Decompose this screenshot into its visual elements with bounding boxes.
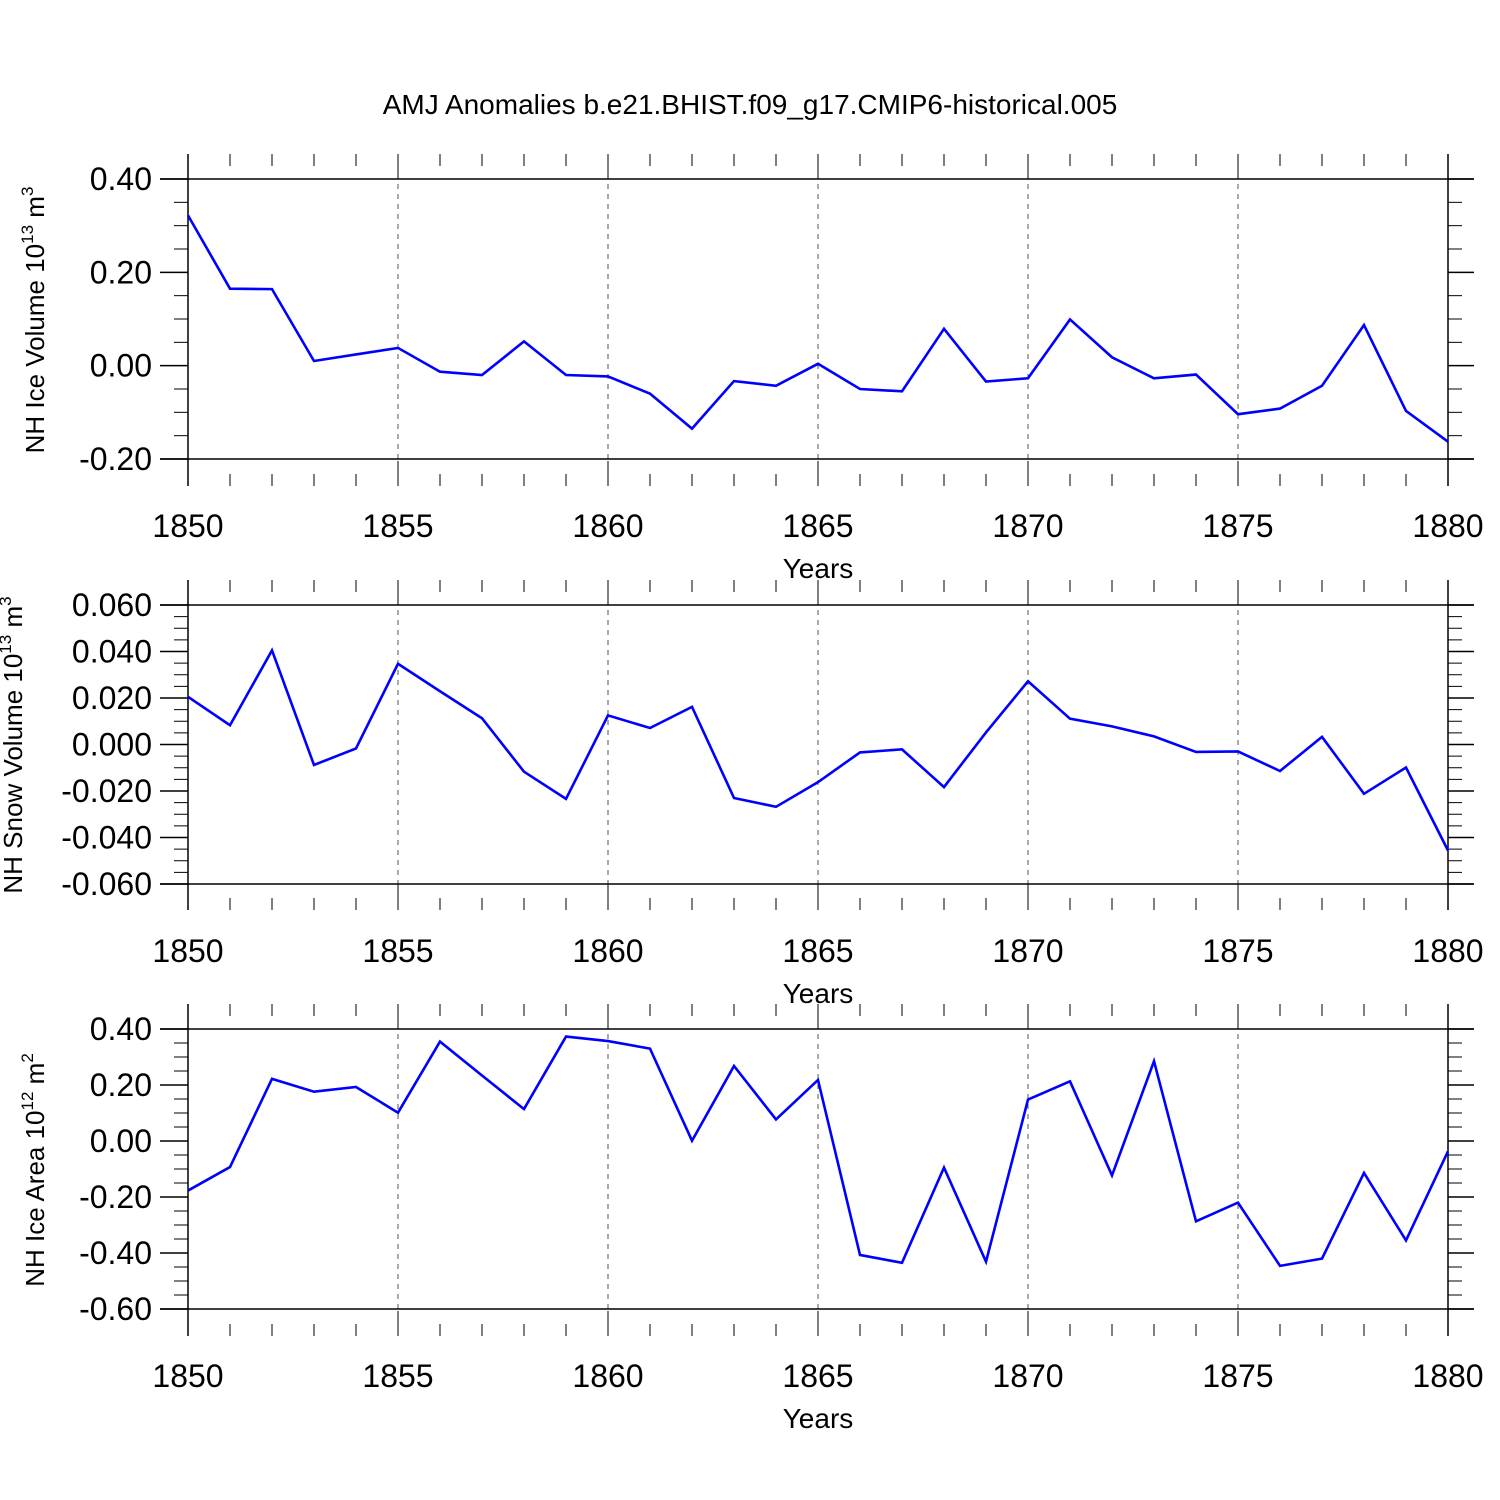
y-tick-label: 0.040 (72, 634, 152, 670)
x-tick-label: 1850 (152, 933, 223, 969)
x-tick-label: 1875 (1202, 933, 1273, 969)
x-tick-label: 1880 (1412, 933, 1483, 969)
x-tick-label: 1880 (1412, 1358, 1483, 1394)
x-tick-label: 1875 (1202, 508, 1273, 544)
y-tick-label: -0.060 (61, 866, 152, 902)
x-axis-label: Years (783, 553, 854, 584)
x-tick-label: 1860 (572, 1358, 643, 1394)
x-tick-label: 1860 (572, 508, 643, 544)
y-tick-label: 0.060 (72, 587, 152, 623)
x-tick-label: 1870 (992, 933, 1063, 969)
chart-title: AMJ Anomalies b.e21.BHIST.f09_g17.CMIP6-… (383, 89, 1118, 120)
x-tick-label: 1865 (782, 508, 853, 544)
y-tick-label: 0.20 (90, 254, 152, 290)
y-tick-label: 0.000 (72, 727, 152, 763)
panels: -0.20 0.00 0.20 0.40 1850 1855 1860 1865 1870 187… (0, 154, 1484, 1434)
x-axis-label: Years (783, 1403, 854, 1434)
y-tick-label: 0.40 (90, 1011, 152, 1047)
x-tick-label: 1875 (1202, 1358, 1273, 1394)
series-line-1 (186, 214, 1449, 443)
y-tick-label: 0.00 (90, 1123, 152, 1159)
x-tick-label: 1855 (362, 1358, 433, 1394)
series-line-3 (187, 1035, 1450, 1268)
x-tick-label: 1855 (362, 933, 433, 969)
y-axis-label: NH Ice Area 1012 m2 (18, 1053, 50, 1287)
x-axis-label: Years (783, 978, 854, 1009)
y-tick-label: -0.020 (61, 773, 152, 809)
y-axis-label: NH Ice Volume 1013 m3 (18, 187, 50, 454)
y-tick-label: 0.00 (90, 348, 152, 384)
x-tick-label: 1880 (1412, 508, 1483, 544)
x-tick-label: 1850 (152, 1358, 223, 1394)
y-tick-label: 0.20 (90, 1067, 152, 1103)
panel-1: -0.20 0.00 0.20 0.40 1850 1855 1860 1865 1870 187… (18, 154, 1484, 584)
panel-2: -0.060 -0.040 -0.020 0.000 0.020 0.040 0.060 18… (0, 580, 1484, 1009)
x-tick-label: 1855 (362, 508, 433, 544)
panel-3: -0.60 -0.40 -0.20 0.00 0.20 0.40 1850 1855 1860 1… (18, 1004, 1484, 1434)
y-tick-label: -0.40 (79, 1235, 152, 1271)
y-tick-label: 0.020 (72, 680, 152, 716)
y-axis-label: NH Snow Volume 1013 m3 (0, 596, 28, 893)
y-tick-label: -0.040 (61, 820, 152, 856)
x-tick-label: 1865 (782, 1358, 853, 1394)
y-tick-label: -0.20 (79, 1179, 152, 1215)
x-tick-label: 1865 (782, 933, 853, 969)
series-line-2 (187, 647, 1450, 852)
x-tick-label: 1870 (992, 1358, 1063, 1394)
y-tick-label: -0.60 (79, 1291, 152, 1327)
x-tick-label: 1870 (992, 508, 1063, 544)
x-tick-label: 1850 (152, 508, 223, 544)
y-tick-label: 0.40 (90, 161, 152, 197)
y-tick-label: -0.20 (79, 441, 152, 477)
x-tick-label: 1860 (572, 933, 643, 969)
